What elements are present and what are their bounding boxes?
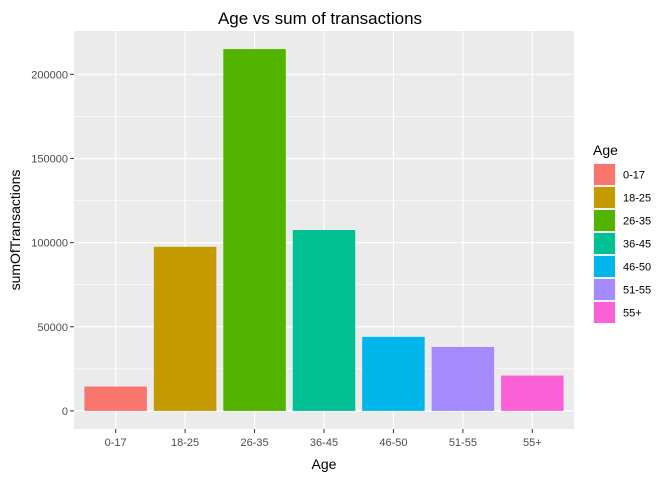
- x-tick-label: 36-45: [310, 437, 338, 449]
- x-tick-label: 26-35: [240, 437, 268, 449]
- bar-26-35: [223, 49, 286, 411]
- legend-label: 55+: [623, 308, 642, 320]
- x-tick-label: 46-50: [379, 437, 407, 449]
- y-axis-title: sumOfTransactions: [7, 170, 23, 291]
- legend: Age 0-17 18-25 26-35 36-45 46-50 51-55 55+: [593, 142, 651, 324]
- x-axis: 0-17 18-25 26-35 36-45 46-50 51-55 55+: [105, 429, 542, 449]
- legend-title: Age: [593, 142, 618, 158]
- legend-label: 18-25: [623, 193, 651, 205]
- legend-label: 26-35: [623, 216, 651, 228]
- y-tick-label: 0: [62, 406, 68, 418]
- y-tick-label: 200000: [31, 69, 68, 81]
- bar-36-45: [292, 230, 356, 411]
- legend-key-36-45: [594, 233, 615, 254]
- y-tick-label: 50000: [37, 322, 68, 334]
- legend-key-26-35: [594, 210, 615, 231]
- legend-label: 36-45: [623, 239, 651, 251]
- legend-key-55+: [594, 302, 615, 323]
- x-tick-label: 55+: [523, 437, 542, 449]
- legend-label: 0-17: [623, 170, 645, 182]
- bar-55+: [501, 375, 564, 411]
- legend-label: 51-55: [623, 285, 651, 297]
- plot-panel: [74, 31, 574, 429]
- x-tick-label: 18-25: [171, 437, 199, 449]
- legend-label: 46-50: [623, 262, 651, 274]
- bar-46-50: [362, 336, 425, 411]
- bar-51-55: [431, 346, 495, 411]
- legend-key-46-50: [594, 256, 615, 277]
- legend-items: 0-17 18-25 26-35 36-45 46-50 51-55 55+: [593, 163, 651, 324]
- bars: [84, 49, 564, 411]
- chart-title: Age vs sum of transactions: [218, 9, 422, 28]
- y-axis: 0 50000 100000 150000 200000: [31, 69, 74, 418]
- bar-0-17: [84, 386, 147, 411]
- bar-18-25: [153, 246, 217, 411]
- x-tick-label: 0-17: [105, 437, 127, 449]
- legend-key-51-55: [594, 279, 615, 300]
- x-tick-label: 51-55: [449, 437, 477, 449]
- y-tick-label: 150000: [31, 153, 68, 165]
- y-tick-label: 100000: [31, 238, 68, 250]
- x-axis-title: Age: [312, 456, 337, 472]
- legend-key-18-25: [594, 187, 615, 208]
- legend-key-0-17: [594, 164, 615, 185]
